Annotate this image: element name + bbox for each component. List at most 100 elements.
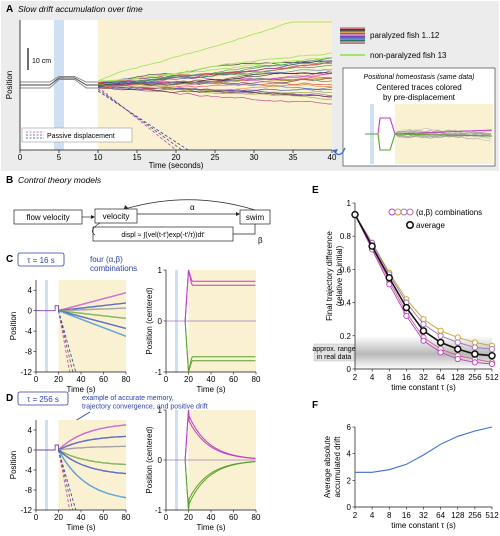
plot-d-left-y-tick-label: 0 [28, 446, 33, 455]
plot-c-left-y-tick-label: -8 [25, 348, 33, 357]
panel-a-x-tick-label: 40 [328, 153, 337, 162]
plot-f-x-tick-label: 2 [353, 511, 358, 520]
panel-a-stimulus-band [54, 20, 64, 150]
plot-e-combo-point [437, 349, 444, 356]
plot-f-x-tick-label: 4 [370, 511, 375, 520]
nonparalyzed-trace [97, 21, 332, 82]
plot-f-x-tick-label: 256 [468, 511, 482, 520]
plot-d-left-position-trace-highlight [58, 449, 127, 465]
drift-trace [97, 64, 333, 85]
plot-e-combo-point [471, 359, 478, 366]
panel-a-x-tick-label: 10 [94, 153, 103, 162]
plot-e-combo-point [488, 346, 496, 353]
plot-f-x-tick-label: 128 [451, 511, 465, 520]
plot-d-left-x-tick-label: 60 [99, 513, 108, 522]
plot-c-left-passive-trace [58, 310, 71, 373]
plot-e-y-tick-label: 0.8 [340, 232, 352, 241]
plot-c-left-x-tick-label: 80 [122, 375, 131, 384]
panel-c-letter: C [6, 254, 13, 265]
inset-title: Positional homeostasis (same data) [364, 74, 475, 81]
box-displacement-label: displ ≈ ∫(vel(t-t')exp(-t'/τ))dt' [121, 232, 204, 239]
plot-e-combo-point [420, 316, 427, 323]
panel-a: A Slow drift accumulation over time 0 5 10… [1, 1, 499, 171]
plot-e-average-point [368, 242, 376, 250]
plot-d-left-x-tick-label: 80 [122, 513, 131, 522]
plot-e-average-point [351, 210, 359, 219]
plot-e-x-tick-label: 2 [353, 373, 358, 382]
drift-trace [97, 83, 333, 100]
panel-a-x-tick-label: 15 [133, 153, 142, 162]
passive-legend-box [21, 127, 133, 143]
legend-average-marker [405, 221, 414, 230]
plot-d-left-position-trace-highlight [58, 449, 127, 474]
plot-e-combo-point [437, 332, 444, 339]
plot-c-right-xlabel: Time (s) [196, 385, 225, 394]
legend-combo-marker-2 [394, 208, 402, 216]
plot-c-left-position-trace-highlight [58, 310, 127, 319]
plot-d-right-x-tick-label: 40 [207, 513, 216, 522]
plot-e-y-tick-label: 0.4 [340, 299, 352, 308]
plot-d-left-y-tick-label: -4 [25, 466, 33, 475]
inset-text-1: Centered traces colored [376, 83, 461, 92]
passive-displacement-trace [97, 88, 183, 151]
plot-e-combo-point [454, 339, 461, 346]
panel-a-title: Slow drift accumulation over time [18, 4, 143, 14]
box-velocity [94, 208, 138, 224]
plot-c-left-y-tick-label: -12 [20, 368, 32, 377]
plot-d-left-position-trace-highlight [58, 449, 127, 498]
plot-e-combo-point [420, 321, 427, 328]
plot-c-left-x-tick-label: 60 [99, 375, 108, 384]
plot-d-left-position-trace-highlight [58, 436, 127, 451]
plot-c-right-x-tick-label: 40 [207, 375, 216, 384]
drift-trace [97, 87, 333, 98]
plot-e-average-point [436, 338, 445, 347]
panel-a-x-tick-label: 25 [211, 153, 220, 162]
legend-nonparalyzed-label: non-paralyzed fish 13 [370, 51, 447, 60]
plot-c-right-centered-trace [184, 320, 256, 373]
plot-d-left-ylabel: Position [9, 451, 18, 479]
plot-d-right-x-tick-label: 60 [229, 513, 238, 522]
plot-c-left-passive-trace [58, 310, 77, 373]
plot-d-left-x-tick-label: 40 [77, 513, 86, 522]
plot-c-left-x-tick-label: 40 [77, 375, 86, 384]
panel-a-x-tick-label: 20 [172, 153, 181, 162]
plot-c-left-xlabel: Time (s) [66, 385, 95, 394]
plot-f-x-tick-label: 8 [387, 511, 392, 520]
plot-c-left-y-tick-label: -4 [25, 327, 33, 336]
inset-green-trace [365, 133, 493, 151]
plot-d-right-x-tick-label: 0 [164, 513, 169, 522]
plot-e-combo-point [437, 327, 444, 334]
plot-c-left-position-trace-highlight [58, 307, 127, 311]
drift-trace [97, 76, 333, 87]
panel-a-x-tick-label: 5 [57, 153, 62, 162]
plot-c-left-position-trace-highlight [58, 310, 127, 329]
plot-f-ylabel: Average absoluteaccumulated drift [323, 435, 342, 498]
plot-e-combo-point [403, 312, 410, 319]
plot-e-ylabel: Final trajectory difference(relative to … [325, 231, 344, 321]
nonparalyzed-trace [98, 56, 333, 82]
plot-e-combo-point [471, 344, 478, 351]
plot-e-x-tick-label: 256 [468, 373, 482, 382]
plot-f-x-tick-label: 64 [436, 511, 445, 520]
plot-e-average-point [471, 350, 479, 358]
plot-c-right-centered-trace [184, 269, 256, 322]
plot-e-average-point [488, 351, 496, 360]
inset-arrow [332, 147, 346, 156]
band-label: approx. range in real data [312, 346, 355, 361]
plot-d-left-passive-trace [58, 449, 74, 511]
plot-e-combo-point [386, 281, 393, 288]
plot-e-average-point [454, 345, 462, 353]
plot-c-left-y-tick-label: 0 [28, 307, 33, 316]
panel-e-letter: E [312, 185, 319, 196]
plot-e-x-tick-label: 16 [402, 373, 411, 382]
arrow-displ-loop [92, 222, 101, 236]
plot-e-x-tick-label: 4 [370, 373, 375, 382]
pre-stimulus-trace [20, 79, 98, 89]
plot-f-y-tick-label: 6 [347, 423, 352, 432]
passive-displacement-trace [97, 86, 177, 151]
plot-d-left-x-tick-label: 20 [54, 513, 63, 522]
plot-f-xlabel: time constant τ (s) [391, 521, 456, 530]
plot-c-right-x-tick-label: 0 [164, 375, 169, 384]
